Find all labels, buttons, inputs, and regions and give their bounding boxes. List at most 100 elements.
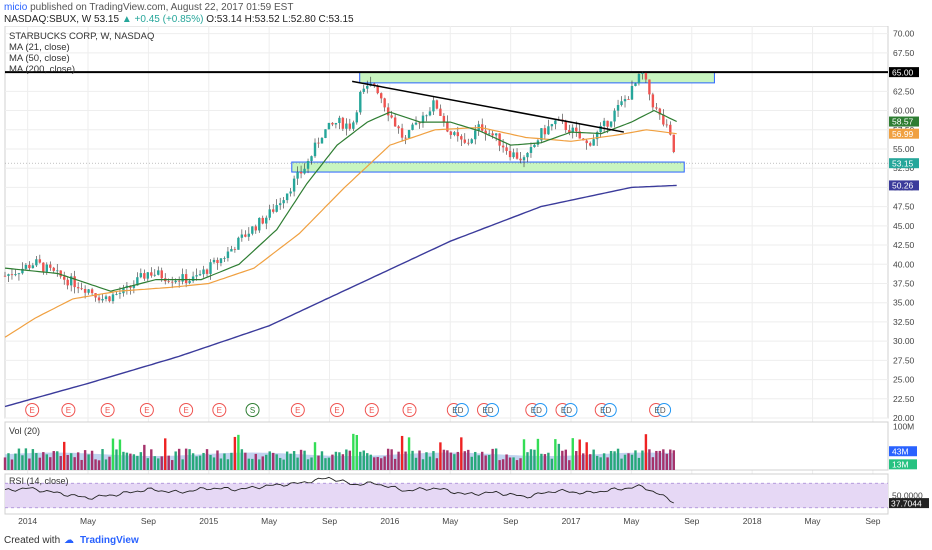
trendline[interactable]	[352, 80, 624, 133]
earnings-marker[interactable]	[402, 403, 417, 417]
earnings-marker[interactable]	[330, 403, 345, 417]
candle-body	[588, 143, 592, 146]
candle-body	[24, 264, 28, 269]
volume-bar	[453, 454, 456, 470]
price-change: +0.45 (+0.85%)	[134, 14, 204, 25]
candle-body	[63, 276, 66, 280]
event-label: ED	[482, 406, 493, 415]
volume-bar	[588, 454, 592, 470]
candle-body	[167, 281, 170, 283]
legend-ma200: MA (200, close)	[9, 64, 75, 75]
support-resistance-zone[interactable]	[291, 161, 685, 173]
rsi-axis[interactable]: 50.0000 37.7044	[889, 491, 929, 509]
price-tick-label: 70.00	[893, 29, 915, 39]
dividend-marker[interactable]	[533, 403, 548, 417]
volume-bar	[362, 450, 365, 470]
volume-bar	[602, 453, 606, 470]
dividend-marker[interactable]	[563, 403, 578, 417]
candle-body	[348, 123, 352, 129]
candle-body	[599, 125, 602, 133]
volume-bar	[139, 452, 143, 470]
volume-bar	[226, 459, 230, 470]
dividend-marker[interactable]	[485, 403, 500, 417]
split-marker[interactable]	[245, 403, 260, 417]
support-resistance-zone[interactable]	[359, 71, 715, 84]
candle-body	[226, 251, 230, 259]
candle-body	[212, 259, 216, 263]
ma50-line[interactable]	[4, 126, 677, 338]
price-tick-label: 60.00	[893, 106, 915, 116]
candle-body	[223, 258, 226, 259]
earnings-marker[interactable]	[100, 403, 115, 417]
volume-bar	[275, 454, 278, 470]
candle-body	[66, 279, 69, 286]
rsi-tick: 50.0000	[892, 491, 923, 501]
chart-title: STARBUCKS CORP, W, NASDAQ	[9, 31, 154, 42]
volume-bar	[223, 453, 226, 470]
price-axis[interactable]: 70.0067.5065.0062.5060.0057.5055.0052.50…	[893, 29, 915, 423]
ma21-line[interactable]	[4, 109, 677, 292]
candle-body	[575, 127, 578, 132]
earnings-marker[interactable]	[139, 403, 154, 417]
earnings-marker[interactable]	[179, 403, 194, 417]
ma200-line[interactable]	[4, 184, 677, 408]
rsi-line[interactable]	[4, 476, 674, 504]
candle-body	[505, 147, 508, 151]
candle-body	[195, 275, 198, 277]
earnings-marker[interactable]	[61, 403, 76, 417]
candle-body	[289, 191, 292, 194]
dividend-marker[interactable]	[454, 403, 469, 417]
volume-bar	[470, 456, 473, 470]
candle-body	[411, 124, 414, 130]
candle-body	[317, 142, 320, 144]
author-link[interactable]: micio	[4, 2, 28, 13]
candle-body	[637, 73, 641, 84]
dividend-marker[interactable]	[657, 403, 672, 417]
candle-body	[386, 107, 390, 116]
candle-body	[407, 129, 411, 139]
chart-canvas[interactable]: E E E E E E S E E E E ED ED ED ED ED ED STARBUCKS CORP, …	[0, 26, 932, 530]
price-tag-value: 58.57	[892, 117, 914, 127]
candle-body	[564, 121, 568, 131]
volume-bar	[366, 453, 369, 470]
volume-last-tag	[889, 459, 917, 470]
earnings-marker[interactable]	[212, 403, 227, 417]
time-axis[interactable]: 2014 May Sep 2015 May Sep 2016 May Sep 2017 May Sep…	[18, 516, 881, 526]
volume-bar	[414, 457, 418, 470]
legend-ma50: MA (50, close)	[9, 53, 70, 64]
tradingview-brand[interactable]: TradingView	[80, 535, 139, 546]
earnings-marker[interactable]	[25, 403, 40, 417]
candle-body	[104, 296, 108, 300]
candle-body	[439, 108, 442, 116]
earnings-marker[interactable]	[364, 403, 379, 417]
volume-pane[interactable]: Vol (20)	[3, 421, 889, 471]
volume-bar	[529, 449, 533, 470]
volume-bar	[599, 457, 602, 470]
candle-body	[616, 105, 620, 111]
volume-bar	[595, 455, 599, 470]
dividend-marker[interactable]	[602, 403, 617, 417]
earnings-marker[interactable]	[290, 403, 305, 417]
candle-body	[272, 209, 275, 212]
volume-bar	[285, 451, 289, 470]
volume-bar	[104, 459, 108, 470]
volume-bar	[623, 454, 627, 470]
chart-header: micio published on TradingView.com, Augu…	[0, 0, 932, 26]
volume-bar	[184, 448, 188, 470]
candle-body	[31, 265, 35, 269]
volume-bar	[209, 455, 212, 470]
price-pane[interactable]: E E E E E E S E E E E ED ED ED ED ED ED STARBUCKS CORP, …	[3, 26, 889, 514]
volume-bar	[28, 458, 31, 470]
time-tick-label: May	[261, 516, 278, 526]
candle-body	[366, 85, 369, 89]
candle-body	[648, 79, 651, 95]
price-tick-label: 25.00	[893, 375, 915, 385]
candle-body	[352, 122, 355, 129]
rsi-pane[interactable]: RSI (14, close)	[4, 473, 889, 515]
volume-bar	[407, 437, 411, 470]
event-label: ED	[655, 406, 666, 415]
volume-bar	[247, 458, 251, 470]
volume-axis[interactable]: 100M 43M 13M	[889, 421, 917, 470]
volume-bar	[254, 453, 257, 470]
volume-bar	[425, 452, 428, 470]
